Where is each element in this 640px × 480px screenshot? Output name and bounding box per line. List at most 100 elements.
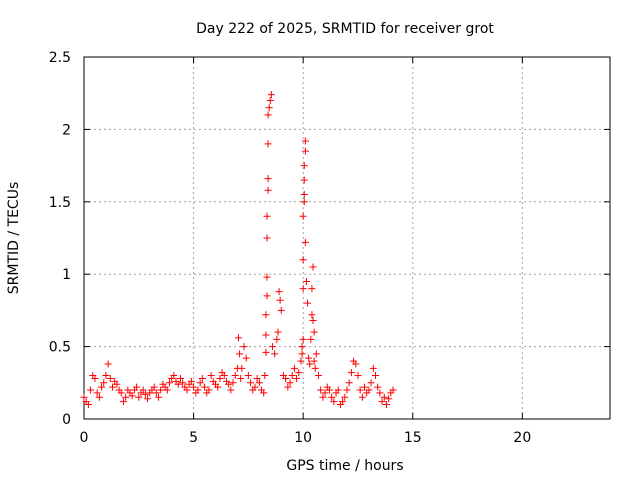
data-point [321,389,329,397]
data-point [183,386,191,394]
data-point [308,285,316,293]
data-point [102,372,110,380]
data-point [176,374,184,382]
data-point [385,395,393,403]
data-point [378,398,386,406]
data-point [216,374,224,382]
data-point [187,377,195,385]
data-point [207,372,215,380]
data-point [141,390,149,398]
data-point [354,372,362,380]
data-point [310,357,318,365]
data-point [268,343,276,351]
y-tick-label: 2 [62,122,71,138]
data-point [345,379,353,387]
data-point [242,354,250,362]
data-point [104,360,112,368]
data-point [117,389,125,397]
data-point [98,383,106,391]
data-point [263,292,271,300]
data-point [299,256,307,264]
data-point [315,372,323,380]
x-tick-label: 5 [189,430,198,446]
data-point [262,331,270,339]
data-point [113,380,121,388]
data-point [247,379,255,387]
data-point [365,386,373,394]
data-point [225,380,233,388]
data-point [170,372,178,380]
data-point [304,299,312,307]
data-point [198,374,206,382]
data-point [328,393,336,401]
data-point [260,389,268,397]
data-point [91,374,99,382]
data-point [301,137,309,145]
data-point [319,393,327,401]
data-point [152,389,160,397]
data-point [100,379,108,387]
data-point [382,401,390,409]
data-point [275,288,283,296]
y-tick-label: 0.5 [49,340,71,356]
data-point [288,372,296,380]
data-point [330,398,338,406]
data-point [274,328,282,336]
data-point [263,212,271,220]
data-point [339,398,347,406]
data-point [286,379,294,387]
y-axis-label: SRMTID / TECUs [6,182,22,295]
data-point [163,386,171,394]
data-point [93,389,101,397]
data-point [227,386,235,394]
axis-ticks: 0 5 10 15 20 0 0.5 1 1.5 2 2.5 [49,50,610,446]
data-point [367,379,375,387]
data-point [201,383,209,391]
data-point [389,386,397,394]
data-point [356,386,364,394]
data-point [231,372,239,380]
data-point [264,140,272,148]
data-point [308,311,316,319]
data-point [277,306,285,314]
data-point [262,311,270,319]
data-point [165,379,173,387]
data-point [358,393,366,401]
data-point [273,335,281,343]
data-point [106,374,114,382]
data-point [300,162,308,170]
data-point [128,392,136,400]
data-point [244,372,252,380]
data-point [301,147,309,155]
data-point [299,212,307,220]
data-point [119,398,127,406]
data-point [369,364,377,372]
x-tick-label: 20 [513,430,531,446]
data-point [135,393,143,401]
data-point [302,277,310,285]
data-point [282,374,290,382]
data-point [299,285,307,293]
data-point [237,374,245,382]
data-point [298,343,306,351]
x-tick-label: 0 [80,430,89,446]
data-point [317,386,325,394]
data-point [240,343,248,351]
data-point [174,380,182,388]
data-point [214,383,222,391]
data-point [157,386,165,394]
data-point [265,104,273,112]
data-series-srmtid [80,91,397,409]
data-point [300,198,308,206]
data-point [190,383,198,391]
data-point [255,379,263,387]
data-point [263,273,271,281]
data-point [300,191,308,199]
y-tick-label: 0 [62,412,71,428]
data-point [266,96,274,104]
data-point [352,360,360,368]
data-point [236,350,244,358]
data-point [298,350,306,358]
data-point [196,379,204,387]
data-point [361,383,369,391]
